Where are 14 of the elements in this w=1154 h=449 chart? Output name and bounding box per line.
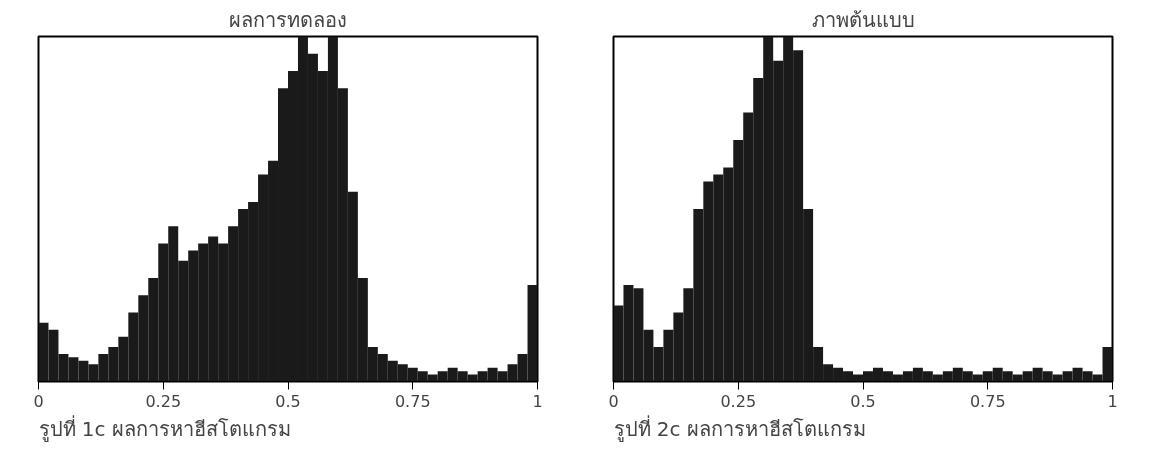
- x-tick-label: 0.25: [145, 391, 182, 411]
- text: รูปที่ 1c ผลการหาฮีสโตแกรม: [38, 414, 291, 442]
- x-tick-label: 0: [608, 391, 619, 411]
- x-tick-label: 0.75: [394, 391, 431, 411]
- x-tick-label: 1: [532, 391, 543, 411]
- x-tick-label: 0.75: [969, 391, 1006, 411]
- chart-title: ภาพต้นแบบ: [811, 7, 915, 32]
- chart-title: ผลการทดลอง: [229, 7, 347, 32]
- x-tick-label: 0: [33, 391, 44, 411]
- x-tick-label: 0.25: [720, 391, 757, 411]
- x-tick-label: 0.5: [850, 391, 876, 411]
- text: รูปที่ 2c ผลการหาฮีสโตแกรม: [613, 414, 866, 442]
- x-tick-label: 1: [1107, 391, 1118, 411]
- x-tick-label: 0.5: [275, 391, 301, 411]
